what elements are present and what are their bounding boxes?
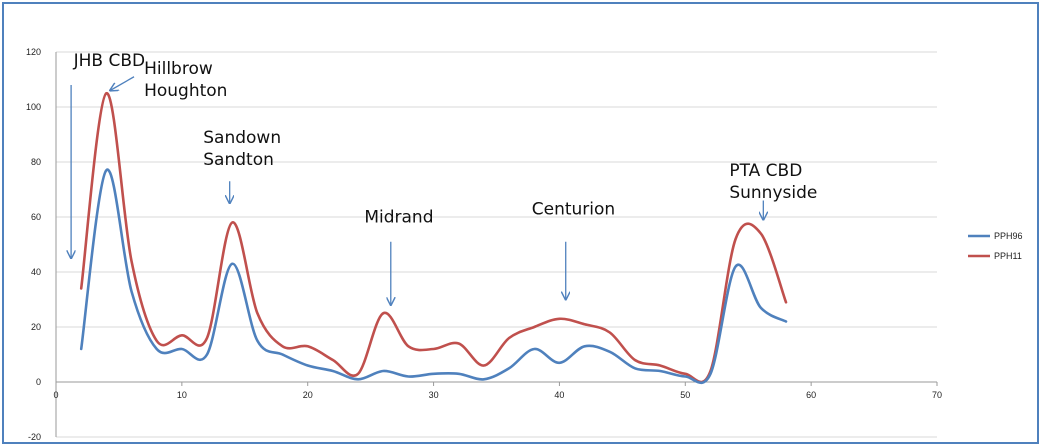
annotation-label: JHB CBD [73, 51, 145, 71]
x-tick-label: 10 [177, 390, 187, 400]
y-tick-label: 80 [31, 157, 41, 167]
annotation-label: Midrand [364, 208, 433, 228]
annotation-arrow [110, 76, 135, 91]
x-tick-label: 40 [554, 390, 564, 400]
annotation-label: Centurion [532, 199, 615, 219]
y-tick-label: 100 [26, 102, 41, 112]
annotation-label: Sunnyside [729, 183, 817, 203]
series-line-pph11 [79, 91, 788, 384]
annotation-label: Hillbrow [144, 59, 213, 79]
y-tick-label: 0 [36, 377, 41, 387]
annotation-label: Sandton [203, 150, 274, 170]
legend: PPH96 PPH11 [968, 231, 1023, 261]
y-tick-label: 120 [26, 47, 41, 57]
x-tick-label: 30 [429, 390, 439, 400]
annotation-label: PTA CBD [729, 161, 802, 181]
x-tick-label: 60 [806, 390, 816, 400]
series-line-pph96 [79, 168, 788, 385]
x-tick-label: 50 [680, 390, 690, 400]
x-tick-label: 0 [53, 390, 58, 400]
annotation-label: Sandown [203, 128, 281, 148]
y-tick-label: 60 [31, 212, 41, 222]
y-tick-label: 40 [31, 267, 41, 277]
y-tick-label: 20 [31, 322, 41, 332]
legend-label: PPH96 [994, 231, 1023, 241]
axes: -20 0 20 40 60 80 100 120 0 10 20 30 40 50 60 70 [26, 47, 942, 442]
x-tick-label: 20 [303, 390, 313, 400]
legend-label: PPH11 [994, 251, 1022, 261]
series-group [79, 91, 788, 385]
annotation-label: Houghton [144, 81, 227, 101]
y-tick-label: -20 [28, 432, 41, 442]
gridlines [56, 51, 937, 438]
x-tick-label: 70 [932, 390, 942, 400]
